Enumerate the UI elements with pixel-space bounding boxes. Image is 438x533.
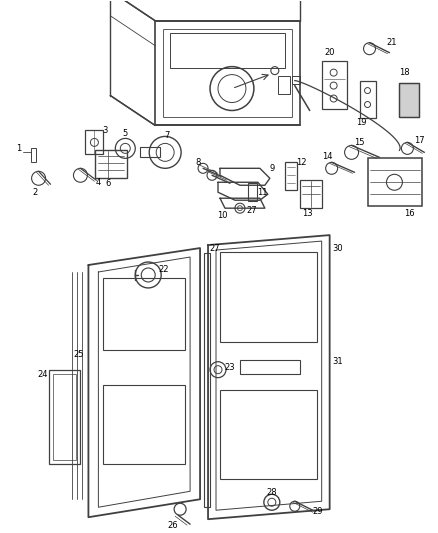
Bar bbox=[292, 76, 300, 84]
Text: 10: 10 bbox=[217, 211, 227, 220]
Text: 26: 26 bbox=[168, 521, 178, 530]
Text: 19: 19 bbox=[356, 118, 367, 127]
Text: 27: 27 bbox=[210, 244, 220, 253]
Bar bbox=[103, 278, 185, 350]
Text: 5: 5 bbox=[123, 129, 128, 138]
Bar bbox=[321, 61, 346, 109]
Text: 23: 23 bbox=[225, 363, 235, 372]
Bar bbox=[220, 252, 317, 342]
Text: 4: 4 bbox=[96, 178, 101, 187]
Bar bbox=[95, 150, 127, 178]
Bar bbox=[163, 29, 292, 117]
Text: 16: 16 bbox=[404, 209, 415, 217]
Text: 1: 1 bbox=[16, 144, 21, 153]
Bar bbox=[399, 83, 419, 117]
Bar bbox=[220, 390, 317, 479]
Bar bbox=[367, 158, 422, 206]
Text: 3: 3 bbox=[102, 126, 108, 135]
Text: 8: 8 bbox=[195, 158, 201, 167]
Text: 21: 21 bbox=[386, 38, 397, 47]
Bar bbox=[155, 21, 300, 125]
Text: 22: 22 bbox=[158, 265, 169, 274]
Text: 29: 29 bbox=[312, 507, 323, 516]
Bar bbox=[53, 374, 77, 461]
Bar bbox=[140, 148, 160, 157]
Bar bbox=[85, 131, 103, 155]
Text: 27: 27 bbox=[247, 206, 257, 215]
Bar bbox=[248, 183, 257, 201]
Text: 17: 17 bbox=[414, 136, 425, 145]
Text: 18: 18 bbox=[399, 68, 410, 77]
Text: 20: 20 bbox=[325, 48, 335, 57]
Text: 15: 15 bbox=[354, 138, 365, 147]
Text: 31: 31 bbox=[332, 357, 343, 366]
Bar bbox=[285, 163, 297, 190]
Text: 7: 7 bbox=[165, 131, 170, 140]
Bar bbox=[278, 76, 290, 94]
Text: 28: 28 bbox=[266, 488, 277, 497]
Text: 13: 13 bbox=[302, 209, 313, 217]
Bar bbox=[204, 253, 210, 507]
Bar bbox=[31, 148, 35, 163]
Text: 2: 2 bbox=[32, 188, 37, 197]
Bar bbox=[49, 370, 81, 464]
Text: 14: 14 bbox=[322, 152, 333, 161]
Bar bbox=[103, 385, 185, 464]
Text: 6: 6 bbox=[106, 179, 111, 188]
Bar bbox=[300, 180, 321, 208]
Bar bbox=[170, 33, 285, 68]
Bar bbox=[240, 360, 300, 374]
Bar bbox=[399, 83, 419, 117]
Text: 30: 30 bbox=[332, 244, 343, 253]
Text: 24: 24 bbox=[37, 370, 48, 379]
Text: 25: 25 bbox=[73, 350, 84, 359]
Text: 12: 12 bbox=[297, 158, 307, 167]
Text: 11: 11 bbox=[257, 188, 267, 197]
Bar bbox=[360, 80, 375, 118]
Text: 9: 9 bbox=[269, 164, 275, 173]
